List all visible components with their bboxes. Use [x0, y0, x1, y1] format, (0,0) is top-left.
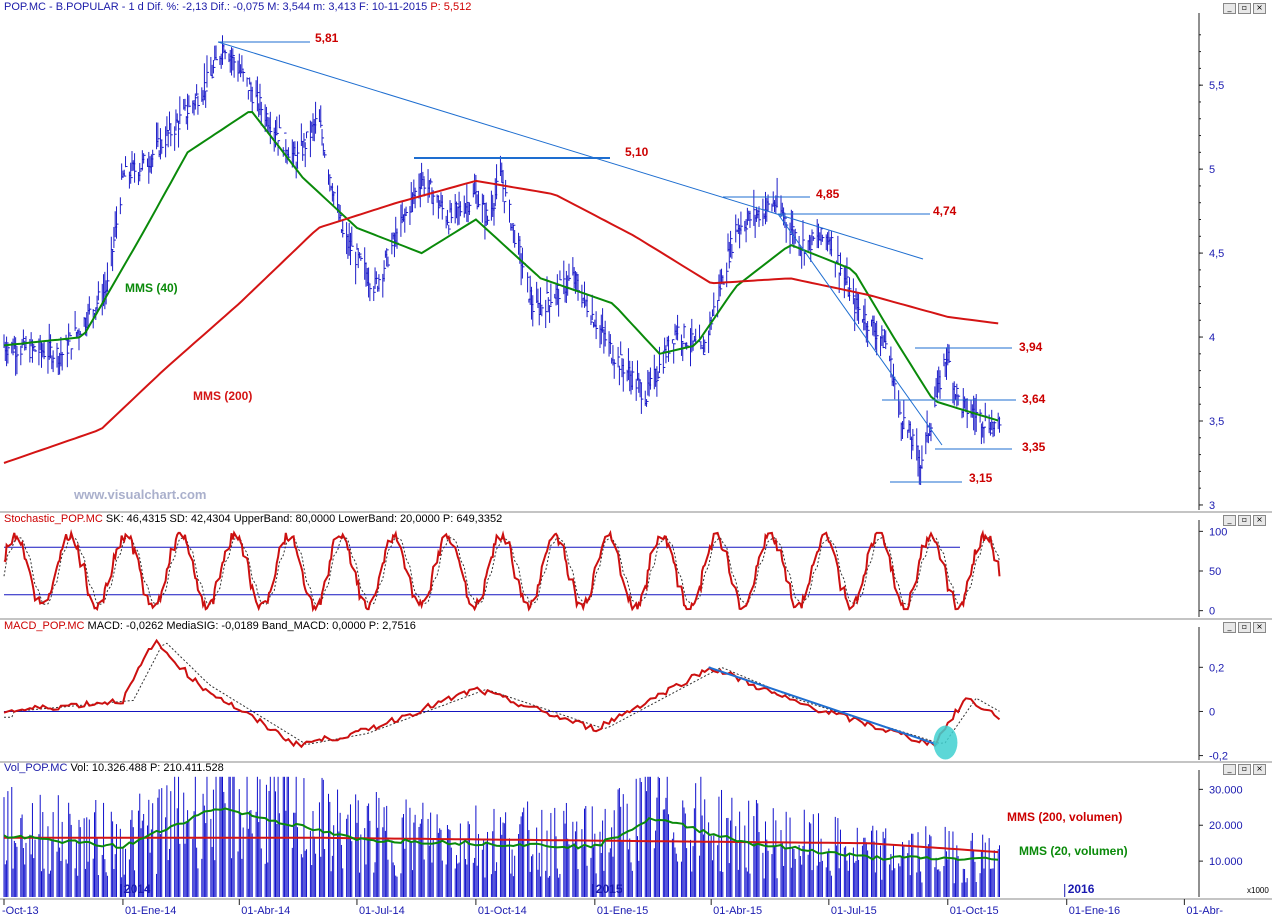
- short-downtrend-line: [777, 213, 943, 446]
- y-tick-label: 3: [1209, 500, 1215, 512]
- macd-line: [3, 638, 1001, 749]
- restore-icon[interactable]: ▫: [1238, 764, 1251, 775]
- y-tick-label: 4: [1209, 332, 1215, 344]
- x-tick-label: 01-Abr-: [1186, 905, 1223, 917]
- stochastic-window-buttons: _ ▫ ×: [1223, 515, 1266, 526]
- mms40-label: MMS (40): [125, 281, 178, 295]
- mms200-label: MMS (200): [193, 389, 252, 403]
- stochastic-header-p: P: 649,3352: [439, 513, 503, 525]
- macd-header-name: MACD_POP.MC: [4, 620, 85, 632]
- price-annotation: 5,10: [625, 145, 649, 159]
- price-annotation: 4,74: [933, 204, 957, 218]
- minimize-icon[interactable]: _: [1223, 515, 1236, 526]
- y-tick-label: 0: [1209, 706, 1215, 718]
- price-header-text: POP.MC - B.POPULAR - 1 d Dif. %: -2,13 D…: [4, 1, 428, 13]
- restore-icon[interactable]: ▫: [1238, 622, 1251, 633]
- y-tick-label: -0,2: [1209, 751, 1228, 763]
- volume-window-buttons: _ ▫ ×: [1223, 764, 1266, 775]
- volume-mms20-line: [3, 807, 999, 861]
- x-tick-label: -Oct-13: [2, 905, 39, 917]
- volume-bars: [3, 776, 1000, 897]
- mms40-line: [3, 110, 999, 422]
- x-tick-label: 01-Ene-16: [1069, 905, 1120, 917]
- year-label: 2014: [124, 882, 151, 896]
- x-tick-label: 01-Oct-15: [950, 905, 999, 917]
- price-annotation: 3,64: [1022, 392, 1046, 406]
- price-panel-header: POP.MC - B.POPULAR - 1 d Dif. %: -2,13 D…: [4, 1, 471, 13]
- y-tick-label: 30.000: [1209, 784, 1243, 796]
- y-tick-label: 10.000: [1209, 856, 1243, 868]
- minimize-icon[interactable]: _: [1223, 764, 1236, 775]
- volume-mms200-label: MMS (200, volumen): [1007, 810, 1122, 824]
- close-icon[interactable]: ×: [1253, 3, 1266, 14]
- y-tick-label: 5,5: [1209, 80, 1224, 92]
- y-tick-label: 5: [1209, 164, 1215, 176]
- macd-header-p: P: 2,7516: [365, 620, 416, 632]
- y-tick-label: 20.000: [1209, 820, 1243, 832]
- volume-scale-note: x1000: [1247, 886, 1269, 895]
- stochastic-sk-line: [3, 528, 1001, 613]
- close-icon[interactable]: ×: [1253, 764, 1266, 775]
- close-icon[interactable]: ×: [1253, 622, 1266, 633]
- year-label: 2015: [596, 882, 623, 896]
- y-tick-label: 50: [1209, 566, 1221, 578]
- x-tick-label: 01-Jul-15: [831, 905, 877, 917]
- mms200-line: [3, 179, 999, 464]
- price-annotation: 4,85: [816, 187, 840, 201]
- x-tick-label: 01-Ene-15: [597, 905, 648, 917]
- watermark: www.visualchart.com: [73, 487, 206, 502]
- y-tick-label: 4,5: [1209, 248, 1224, 260]
- price-annotation: 3,15: [969, 471, 993, 485]
- y-tick-label: 0,2: [1209, 662, 1224, 674]
- price-header-p: P: 5,512: [430, 1, 472, 13]
- x-tick-label: 01-Oct-14: [478, 905, 527, 917]
- y-tick-label: 0: [1209, 606, 1215, 618]
- macd-signal-line: [4, 642, 1000, 746]
- volume-mms200-line: [4, 836, 999, 854]
- y-tick-label: 3,5: [1209, 416, 1224, 428]
- restore-icon[interactable]: ▫: [1238, 3, 1251, 14]
- macd-trend-line: [708, 666, 938, 746]
- macd-divergence-highlight: [933, 725, 958, 760]
- minimize-icon[interactable]: _: [1223, 3, 1236, 14]
- stochastic-panel-header: Stochastic_POP.MC SK: 46,4315 SD: 42,430…: [4, 513, 502, 525]
- volume-panel-header: Vol_POP.MC Vol: 10.326.488 P: 210.411.52…: [4, 762, 224, 774]
- stochastic-header-name: Stochastic_POP.MC: [4, 513, 103, 525]
- price-bars: [3, 35, 1002, 486]
- close-icon[interactable]: ×: [1253, 515, 1266, 526]
- minimize-icon[interactable]: _: [1223, 622, 1236, 633]
- x-tick-label: 01-Jul-14: [359, 905, 405, 917]
- macd-panel-header: MACD_POP.MC MACD: -0,0262 MediaSIG: -0,0…: [4, 620, 416, 632]
- volume-header-p: P: 210.411.528: [146, 762, 224, 774]
- volume-mms20-label: MMS (20, volumen): [1019, 844, 1128, 858]
- volume-header-values: Vol: 10.326.488: [67, 762, 147, 774]
- restore-icon[interactable]: ▫: [1238, 515, 1251, 526]
- x-tick-label: 01-Ene-14: [125, 905, 176, 917]
- y-tick-label: 100: [1209, 526, 1227, 538]
- long-downtrend-line: [217, 41, 924, 260]
- price-annotation: 3,35: [1022, 440, 1046, 454]
- stochastic-header-values: SK: 46,4315 SD: 42,4304 UpperBand: 80,00…: [102, 513, 440, 525]
- price-annotation: 3,94: [1019, 340, 1043, 354]
- year-label: 2016: [1068, 882, 1095, 896]
- macd-window-buttons: _ ▫ ×: [1223, 622, 1266, 633]
- price-annotation: 5,81: [315, 31, 339, 45]
- price-window-buttons: _ ▫ ×: [1223, 3, 1266, 14]
- x-tick-label: 01-Abr-15: [713, 905, 762, 917]
- macd-header-values: MACD: -0,0262 MediaSIG: -0,0189 Band_MAC…: [84, 620, 366, 632]
- x-tick-label: 01-Abr-14: [241, 905, 290, 917]
- volume-header-name: Vol_POP.MC: [4, 762, 68, 774]
